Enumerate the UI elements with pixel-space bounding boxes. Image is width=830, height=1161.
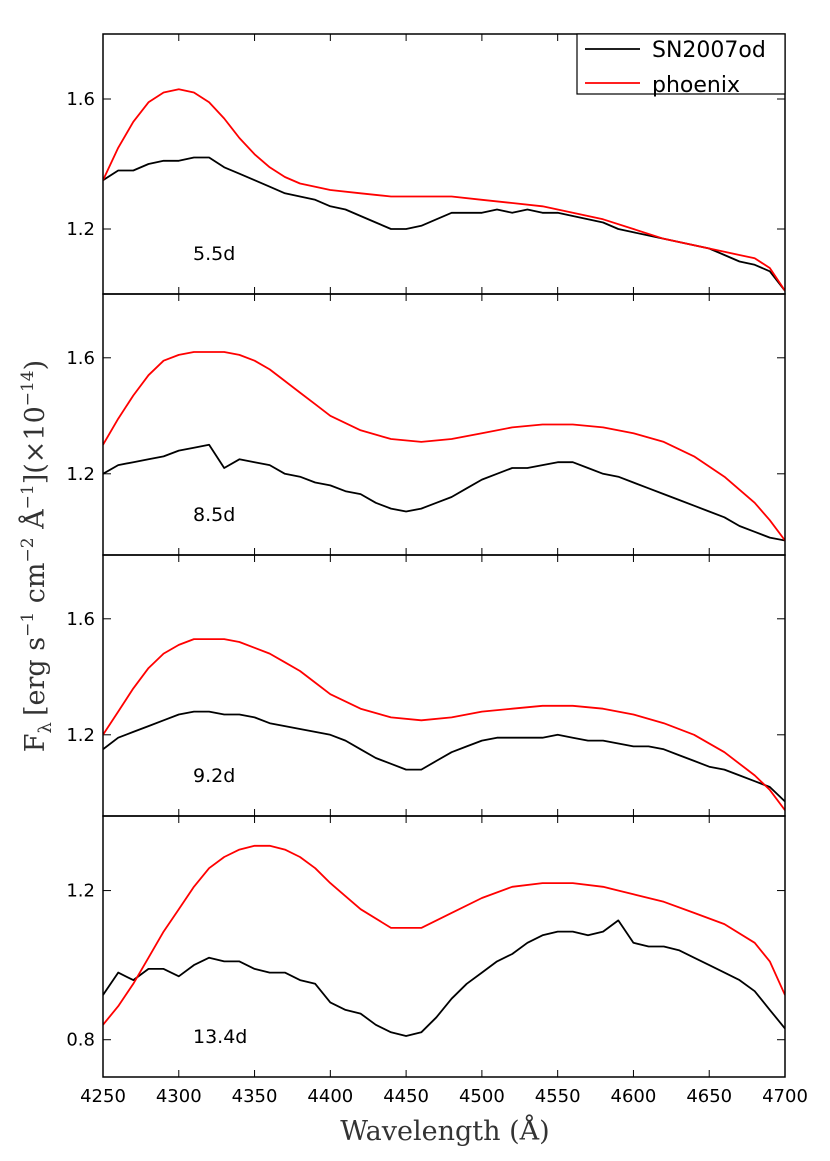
- legend: SN2007od phoenix: [576, 33, 786, 98]
- series-sn2007od-line: [103, 443, 785, 542]
- y-tick-label: 1.6: [66, 348, 95, 369]
- series-sn2007od-line: [103, 156, 785, 292]
- y-tick-label: 1.6: [66, 609, 95, 630]
- panel-13.4d: 0.8 1.2 13.4d: [66, 815, 786, 1078]
- x-axis-label: Wavelength (Å): [340, 1114, 549, 1147]
- series-phoenix-line: [103, 351, 785, 542]
- y-axis-label: Fλ[erg s−1 cm−2 Å−1](×10−14): [18, 360, 56, 752]
- x-tick-label: 4700: [762, 1086, 808, 1107]
- panel-label: 9.2d: [193, 765, 235, 787]
- y-tick-label: 1.2: [66, 881, 95, 902]
- legend-box: [576, 33, 786, 95]
- x-tick-label: 4550: [535, 1086, 581, 1107]
- series-phoenix-line: [103, 844, 785, 1026]
- panel-9.2d: 1.2 1.6 9.2d: [66, 554, 786, 817]
- panel-label: 8.5d: [193, 504, 235, 526]
- y-tick-label: 1.2: [66, 219, 95, 240]
- x-tick-label: 4450: [383, 1086, 429, 1107]
- x-tick-label: 4500: [459, 1086, 505, 1107]
- series-phoenix-line: [103, 638, 785, 811]
- x-tick-label: 4300: [156, 1086, 202, 1107]
- y-tick-label: 1.6: [66, 89, 95, 110]
- y-tick-label: 1.2: [66, 464, 95, 485]
- series-sn2007od-line: [103, 919, 785, 1037]
- x-tick-label: 4350: [232, 1086, 278, 1107]
- series-sn2007od-line: [103, 710, 785, 803]
- x-tick-label: 4400: [307, 1086, 353, 1107]
- panel-frame: [102, 815, 786, 1078]
- panels: 1.2 1.6 5.5d 1.2 1.6 8.5d 1.2 1.6 9.2d 0.8 1.2 13.4…: [66, 33, 786, 1078]
- legend-label-phoenix: phoenix: [652, 73, 740, 98]
- legend-label-sn2007od: SN2007od: [652, 38, 766, 63]
- series-phoenix-line: [103, 88, 785, 292]
- y-tick-label: 0.8: [66, 1030, 95, 1051]
- x-axis-ticks: 4250 4300 4350 4400 4450 4500 4550 4600 4650 4700: [80, 1086, 808, 1107]
- panel-8.5d: 1.2 1.6 8.5d: [66, 293, 786, 556]
- y-tick-label: 1.2: [66, 725, 95, 746]
- panel-label: 5.5d: [193, 243, 235, 265]
- x-tick-label: 4250: [80, 1086, 126, 1107]
- panel-label: 13.4d: [193, 1026, 247, 1048]
- x-tick-label: 4600: [611, 1086, 657, 1107]
- x-tick-label: 4650: [686, 1086, 732, 1107]
